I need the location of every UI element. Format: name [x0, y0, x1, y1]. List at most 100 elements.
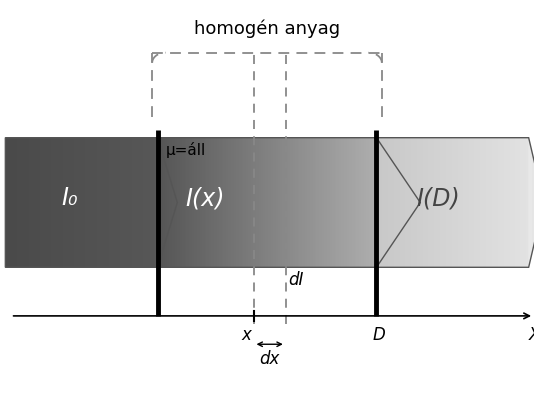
Polygon shape [413, 138, 414, 267]
Polygon shape [491, 138, 492, 267]
Polygon shape [41, 138, 42, 267]
Polygon shape [433, 138, 434, 267]
Polygon shape [255, 138, 256, 267]
Polygon shape [449, 138, 450, 267]
Polygon shape [443, 138, 444, 267]
Polygon shape [407, 183, 409, 222]
Polygon shape [399, 171, 400, 234]
Polygon shape [251, 138, 252, 267]
Polygon shape [112, 138, 113, 267]
Polygon shape [328, 138, 329, 267]
Polygon shape [499, 138, 500, 267]
Polygon shape [376, 138, 378, 267]
Polygon shape [403, 138, 404, 267]
Polygon shape [150, 138, 151, 267]
Polygon shape [243, 138, 244, 267]
Polygon shape [396, 138, 397, 267]
Polygon shape [310, 138, 311, 267]
Text: I₀: I₀ [61, 186, 77, 211]
Polygon shape [90, 138, 91, 267]
Polygon shape [8, 138, 9, 267]
Polygon shape [113, 138, 114, 267]
Polygon shape [274, 138, 276, 267]
Polygon shape [135, 138, 136, 267]
Polygon shape [55, 138, 56, 267]
Text: dx: dx [260, 350, 280, 368]
Polygon shape [86, 138, 87, 267]
Polygon shape [398, 169, 399, 236]
Polygon shape [394, 164, 395, 241]
Polygon shape [103, 138, 104, 267]
Polygon shape [523, 138, 524, 267]
Polygon shape [366, 138, 368, 267]
Polygon shape [254, 138, 255, 267]
Polygon shape [260, 138, 261, 267]
Polygon shape [42, 138, 43, 267]
Polygon shape [417, 138, 418, 267]
Polygon shape [309, 138, 310, 267]
Polygon shape [234, 138, 235, 267]
Polygon shape [164, 138, 166, 267]
Polygon shape [375, 138, 377, 267]
Polygon shape [89, 138, 90, 267]
Polygon shape [151, 138, 152, 267]
Polygon shape [94, 138, 95, 267]
Polygon shape [323, 138, 324, 267]
Polygon shape [319, 138, 320, 267]
Polygon shape [163, 158, 164, 247]
Polygon shape [444, 138, 445, 267]
Polygon shape [340, 138, 341, 267]
Polygon shape [417, 197, 418, 208]
Polygon shape [414, 138, 415, 267]
Polygon shape [95, 138, 96, 267]
Polygon shape [525, 138, 527, 267]
Text: D: D [373, 326, 386, 344]
Polygon shape [474, 138, 475, 267]
Polygon shape [490, 138, 491, 267]
Polygon shape [121, 138, 122, 267]
Polygon shape [312, 138, 314, 267]
Polygon shape [493, 138, 494, 267]
Polygon shape [357, 138, 358, 267]
Polygon shape [107, 138, 108, 267]
Polygon shape [12, 138, 13, 267]
Polygon shape [395, 138, 396, 267]
Polygon shape [315, 138, 317, 267]
Polygon shape [195, 138, 197, 267]
Polygon shape [503, 138, 504, 267]
Polygon shape [442, 138, 443, 267]
Polygon shape [222, 138, 223, 267]
Polygon shape [473, 138, 474, 267]
Polygon shape [305, 138, 306, 267]
Polygon shape [419, 200, 420, 205]
Polygon shape [106, 138, 107, 267]
Polygon shape [49, 138, 50, 267]
Polygon shape [419, 138, 420, 267]
Polygon shape [337, 138, 339, 267]
Polygon shape [52, 138, 53, 267]
Polygon shape [269, 138, 271, 267]
Polygon shape [501, 138, 502, 267]
Polygon shape [272, 138, 273, 267]
Polygon shape [43, 138, 44, 267]
Polygon shape [385, 150, 386, 255]
Polygon shape [69, 138, 70, 267]
Polygon shape [476, 138, 477, 267]
Polygon shape [10, 138, 11, 267]
Polygon shape [26, 138, 27, 267]
Polygon shape [218, 138, 219, 267]
Polygon shape [487, 138, 488, 267]
Polygon shape [18, 138, 19, 267]
Polygon shape [239, 138, 240, 267]
Polygon shape [278, 138, 280, 267]
Polygon shape [214, 138, 215, 267]
Polygon shape [14, 138, 15, 267]
Polygon shape [406, 181, 407, 224]
Polygon shape [74, 138, 75, 267]
Polygon shape [231, 138, 232, 267]
Polygon shape [153, 138, 154, 267]
Polygon shape [451, 138, 452, 267]
Polygon shape [513, 138, 514, 267]
Polygon shape [494, 138, 496, 267]
Polygon shape [100, 138, 101, 267]
